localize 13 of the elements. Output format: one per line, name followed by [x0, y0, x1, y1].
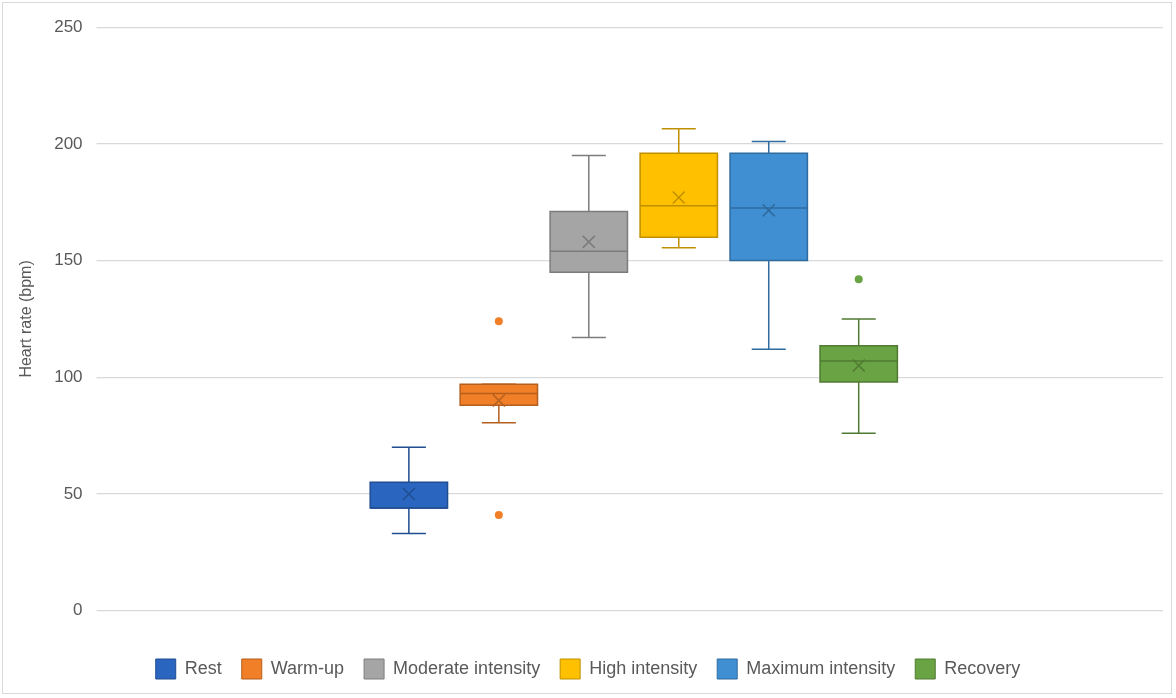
y-axis-title: Heart rate (bpm) [17, 260, 35, 378]
legend-label: Maximum intensity [746, 657, 896, 678]
y-tick-label: 50 [63, 483, 83, 503]
legend-label: High intensity [589, 657, 698, 678]
y-tick-label: 100 [54, 366, 83, 386]
legend-label: Rest [184, 657, 222, 678]
y-tick-label: 150 [54, 250, 83, 270]
y-tick-label: 200 [54, 133, 83, 153]
y-tick-label: 250 [54, 16, 83, 36]
y-tick-label: 0 [73, 600, 83, 620]
legend-label: Recovery [944, 657, 1021, 678]
legend-label: Warm-up [270, 657, 345, 678]
legend-label: Moderate intensity [393, 657, 541, 678]
